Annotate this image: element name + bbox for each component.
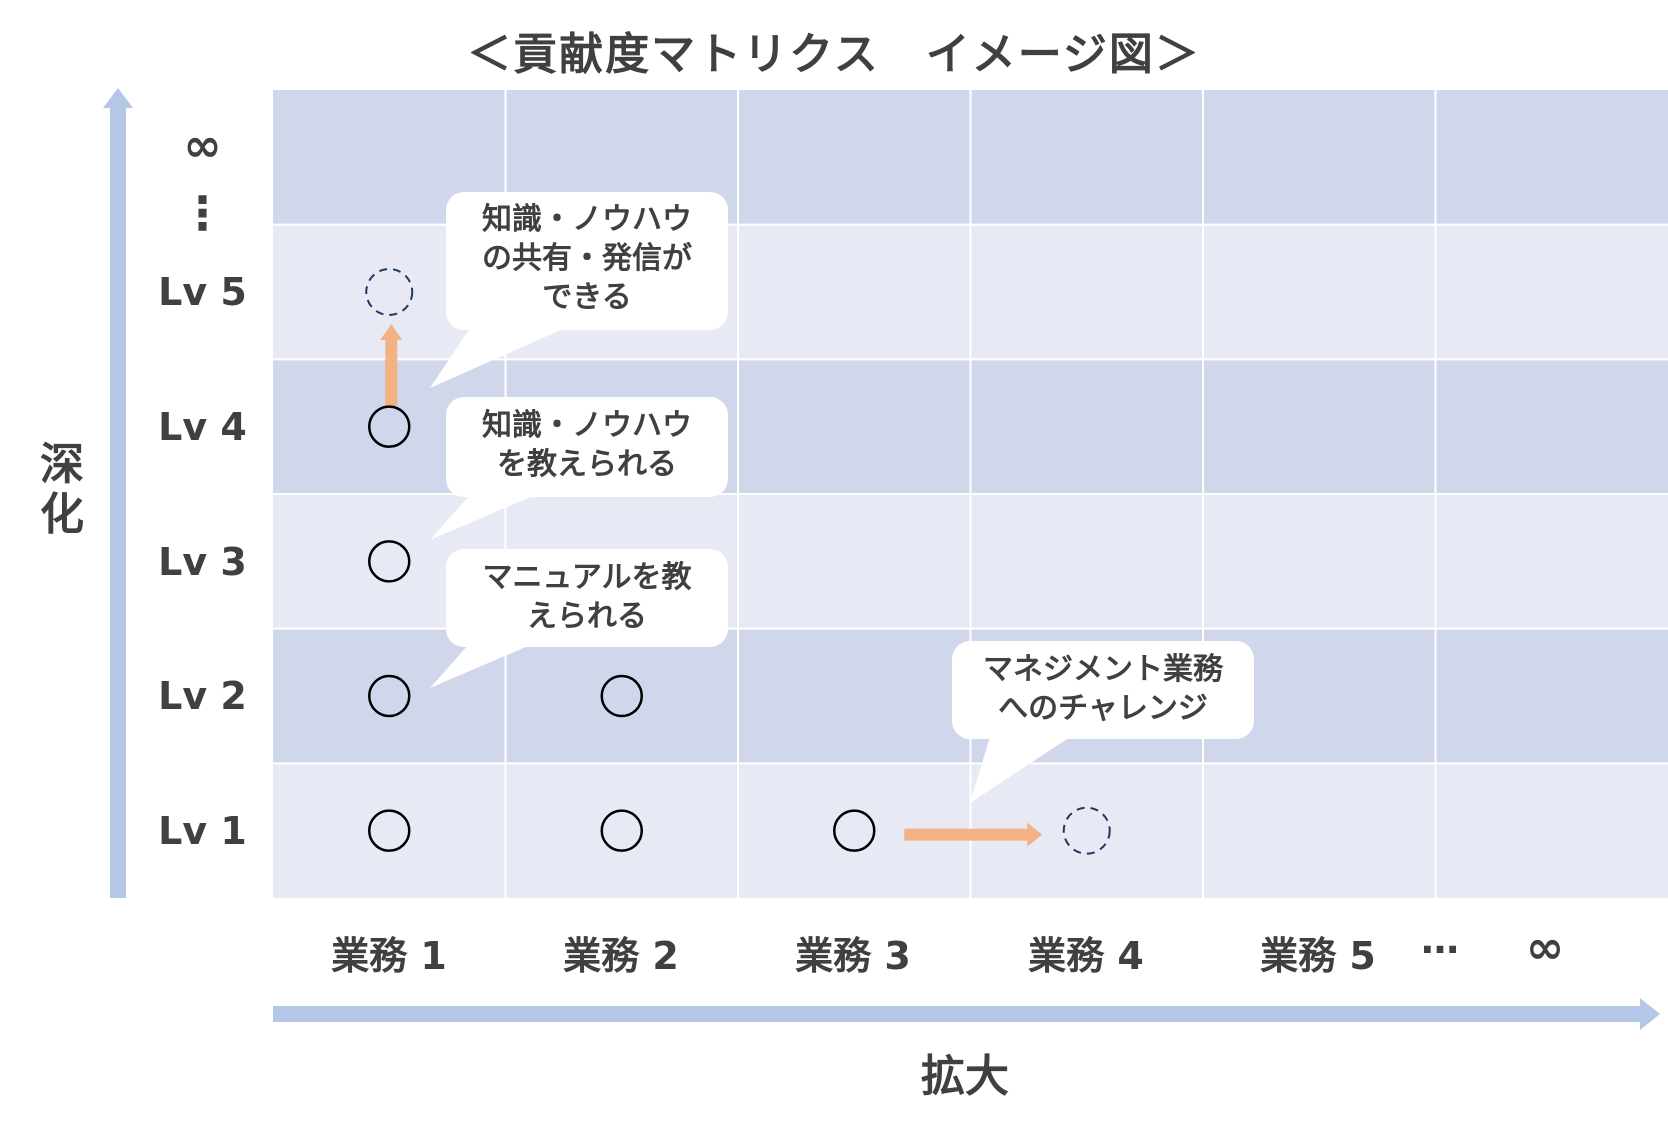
callout-tail: [430, 328, 565, 388]
skill-marker: [368, 809, 411, 852]
callout-teach-manual: マニュアルを教 えられる: [446, 549, 728, 647]
target-marker-dashed: [1062, 806, 1111, 855]
column-label-task4: 業務 4: [1028, 934, 1144, 978]
skill-marker: [600, 809, 643, 852]
x-axis-arrow-shaft: [273, 1006, 1643, 1022]
page-title: ＜貢献度マトリクス イメージ図＞: [467, 29, 1201, 80]
y-axis-arrow-head: [103, 88, 133, 108]
skill-marker: [368, 674, 411, 718]
target-marker-dashed: [365, 268, 414, 316]
callout-tail: [970, 737, 1070, 803]
row-label-lv4: Lv 4: [158, 405, 247, 449]
row-label-lv3: Lv 3: [158, 540, 247, 584]
expand-arrow-head: [1027, 822, 1043, 847]
y-axis-arrow-shaft: [110, 105, 126, 898]
column-label-task5: 業務 5: [1260, 934, 1376, 978]
skill-markers: [365, 268, 1111, 855]
row-label-lv1: Lv 1: [158, 809, 247, 853]
x-axis-infinity-label: ∞: [1525, 920, 1565, 974]
callout-tails: [430, 328, 1070, 803]
column-label-task2: 業務 2: [563, 934, 679, 978]
skill-marker: [600, 674, 643, 718]
level-up-arrow-head: [380, 324, 403, 340]
column-label-task3: 業務 3: [795, 934, 911, 978]
y-axis-ellipsis: ⋮: [179, 186, 226, 240]
y-axis-label: 深化: [40, 439, 84, 540]
column-label-task1: 業務 1: [331, 934, 447, 978]
x-axis-arrow-head: [1640, 998, 1660, 1030]
row-label-lv5: Lv 5: [158, 270, 247, 314]
y-axis-infinity-label: ∞: [183, 118, 222, 172]
callout-management-challenge: マネジメント業務 へのチャレンジ: [952, 641, 1254, 739]
callout-share-knowledge: 知識・ノウハウ の共有・発信が できる: [446, 192, 728, 330]
skill-marker: [833, 809, 876, 852]
x-axis-ellipsis: …: [1421, 918, 1459, 962]
callout-teach-knowledge: 知識・ノウハウ を教えられる: [446, 397, 728, 497]
skill-marker: [368, 540, 411, 583]
expand-arrow-shaft: [904, 828, 1030, 841]
callout-tail: [430, 495, 535, 540]
level-up-arrow-shaft: [385, 338, 398, 406]
skill-marker: [368, 405, 411, 448]
x-axis-label: 拡大: [921, 1051, 1009, 1102]
callout-tail: [430, 643, 535, 688]
row-label-lv2: Lv 2: [158, 674, 247, 718]
progress-arrows: [380, 324, 1043, 847]
axes: [103, 88, 1660, 1030]
